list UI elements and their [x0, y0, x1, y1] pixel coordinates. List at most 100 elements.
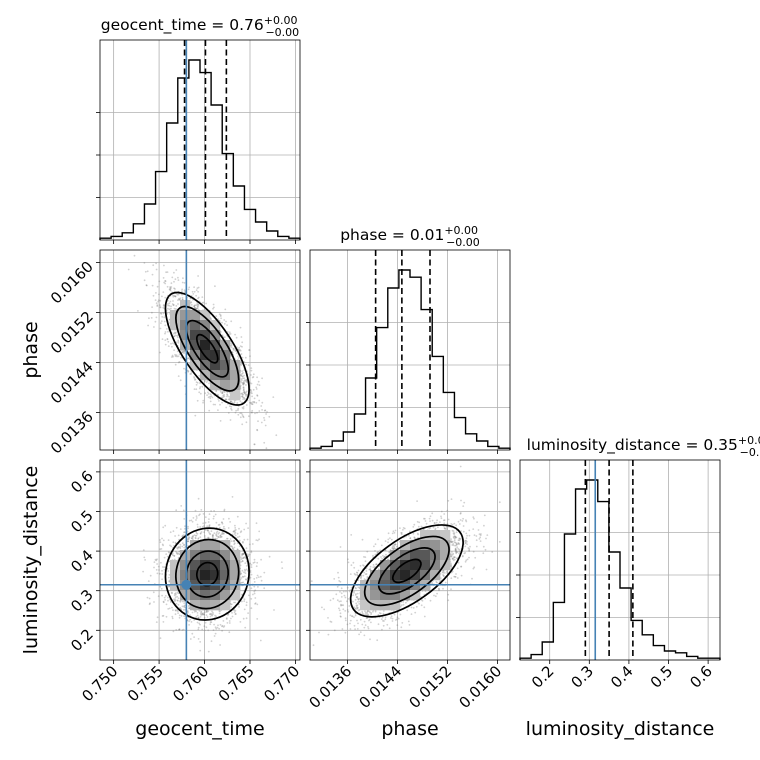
sample-point [220, 396, 223, 399]
sample-point [164, 339, 167, 341]
sample-point [230, 344, 233, 346]
sample-point [207, 521, 210, 523]
sample-point [226, 622, 229, 624]
sample-point [233, 543, 236, 546]
sample-point [204, 529, 207, 531]
sample-point [251, 376, 254, 379]
sample-point [243, 381, 246, 384]
sample-point [188, 620, 191, 622]
sample-point [242, 396, 244, 398]
sample-point [181, 350, 184, 353]
sample-point [173, 555, 176, 557]
sample-point [205, 609, 208, 612]
sample-point [242, 581, 245, 584]
sample-point [243, 392, 246, 395]
sample-point [173, 307, 176, 310]
sample-point [250, 369, 253, 372]
sample-point [159, 637, 162, 639]
sample-point [164, 331, 167, 333]
sample-point [173, 349, 176, 352]
sample-point [234, 529, 236, 532]
sample-point [186, 610, 189, 612]
sample-point [240, 412, 243, 415]
sample-point [174, 355, 177, 358]
density-cell [180, 320, 191, 331]
sample-point [198, 391, 201, 394]
sample-point [174, 599, 177, 602]
sample-point [235, 613, 237, 615]
sample-point [159, 548, 162, 551]
sample-point [203, 531, 206, 533]
sample-point [162, 304, 165, 306]
sample-point [295, 589, 298, 591]
sample-point [250, 564, 253, 566]
sample-point [246, 569, 249, 572]
sample-point [181, 288, 184, 291]
sample-point [223, 395, 226, 398]
sample-point [233, 347, 235, 350]
sample-point [218, 523, 221, 526]
sample-point [223, 508, 226, 511]
sample-point [176, 595, 179, 598]
sample-point [241, 379, 243, 381]
sample-point [199, 526, 202, 528]
sample-point [215, 533, 218, 536]
sample-point [252, 593, 254, 596]
sample-point [250, 390, 253, 392]
sample-point [188, 519, 191, 522]
panel-frame [99, 39, 301, 241]
sample-point [230, 400, 232, 403]
sample-point [219, 644, 222, 646]
sample-point [242, 406, 245, 408]
sample-point [195, 534, 198, 537]
density-cell [180, 330, 191, 341]
sample-point [168, 304, 171, 307]
sample-point [172, 342, 174, 345]
sample-point [160, 587, 163, 590]
sample-point [230, 409, 233, 411]
sample-point [193, 304, 196, 307]
sample-point [242, 381, 245, 384]
sample-point [212, 307, 214, 310]
sample-point [242, 416, 245, 419]
sample-point [165, 328, 168, 330]
sample-point [162, 306, 165, 309]
sample-point [219, 314, 222, 316]
sample-point [179, 545, 182, 548]
sample-point [266, 411, 268, 413]
sample-point [222, 626, 225, 628]
sample-point [171, 354, 174, 357]
sample-point [241, 581, 244, 584]
sample-point [199, 623, 201, 626]
sample-point [242, 415, 245, 418]
sample-point [173, 271, 175, 274]
sample-point [183, 546, 186, 549]
sample-point [175, 341, 178, 344]
sample-point [177, 276, 179, 279]
density-cell [180, 340, 191, 351]
sample-point [173, 294, 176, 297]
sample-point [204, 521, 207, 524]
sample-point [238, 535, 241, 538]
sample-point [183, 604, 186, 607]
sample-point [241, 569, 244, 572]
sample-point [239, 621, 242, 623]
sample-point [251, 409, 254, 412]
sample-point [164, 524, 167, 527]
sample-point [169, 531, 172, 534]
sample-point [252, 373, 255, 376]
sample-point [199, 392, 202, 395]
sample-point [242, 552, 245, 555]
sample-point [170, 286, 173, 288]
sample-point [155, 559, 158, 562]
sample-point [195, 615, 198, 618]
sample-point [178, 550, 181, 553]
sample-point [197, 307, 199, 309]
sample-point [219, 535, 222, 537]
sample-point [242, 557, 245, 559]
sample-point [205, 302, 208, 305]
sample-point [149, 574, 152, 577]
sample-point [159, 539, 161, 541]
sample-point [233, 539, 235, 542]
sample-point [232, 530, 235, 533]
